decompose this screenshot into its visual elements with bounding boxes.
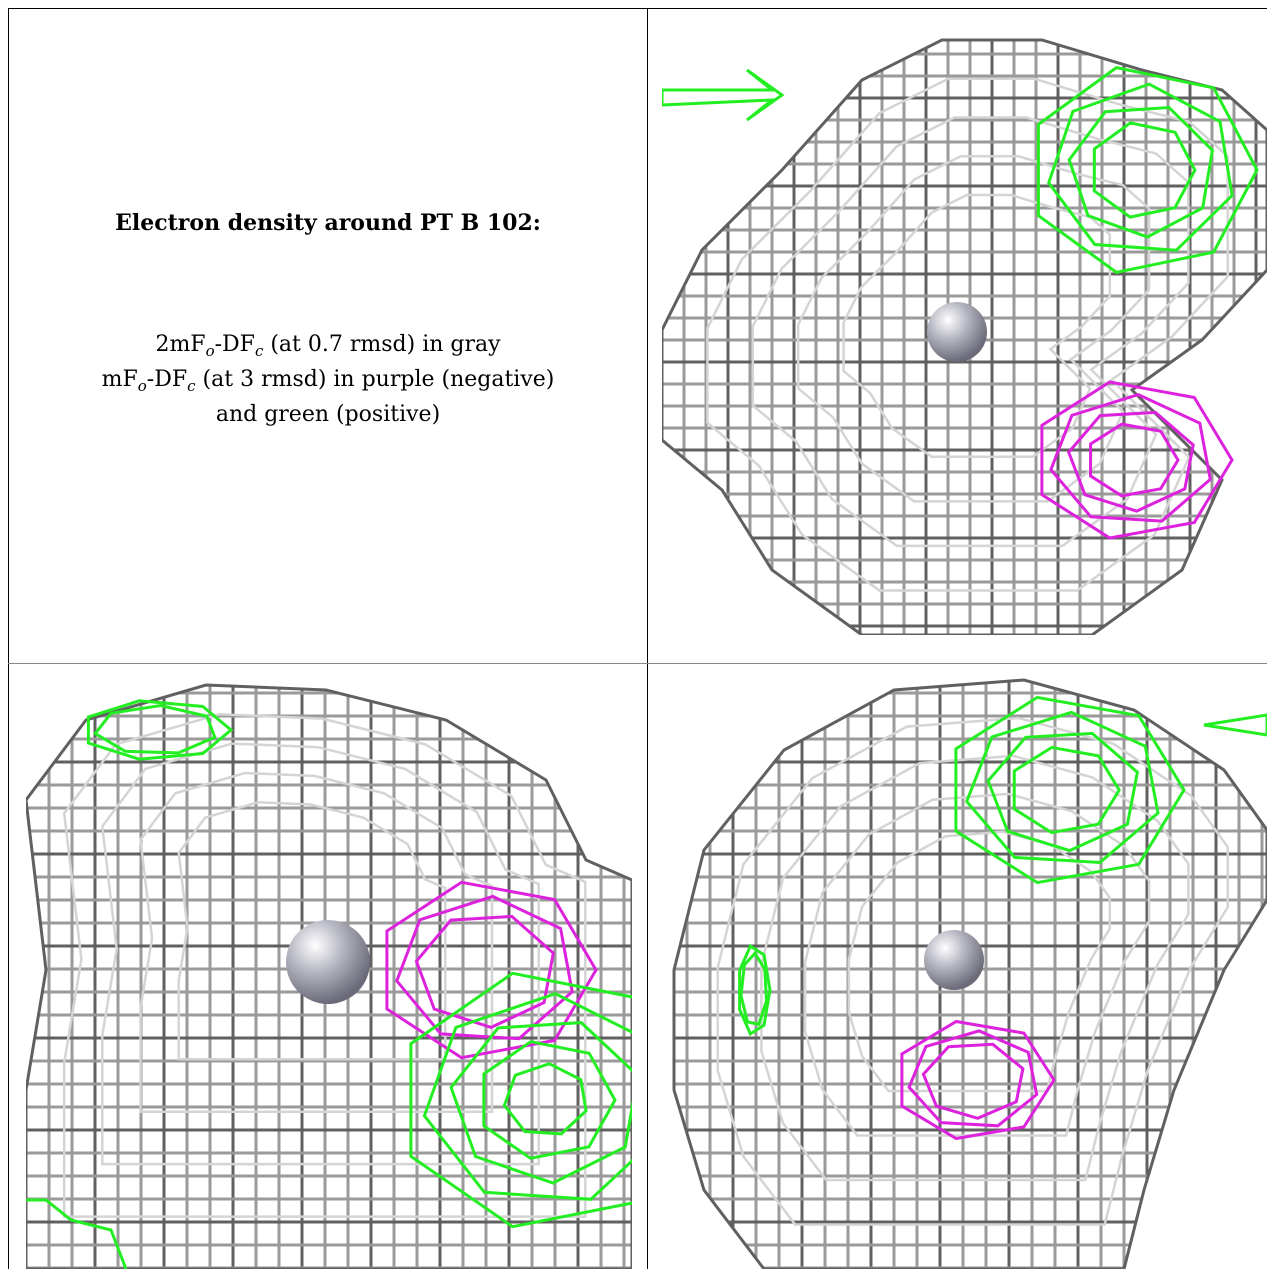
positive-density-fragment — [26, 1198, 128, 1269]
gray-contour — [177, 801, 447, 1061]
gray-contour — [101, 742, 540, 1166]
density-view-3 — [664, 670, 1267, 1269]
positive-density-cage — [986, 731, 1140, 853]
positive-density-cage — [954, 695, 1186, 885]
gray-contour — [716, 716, 1229, 1226]
positive-density-cage — [482, 1040, 617, 1160]
negative-density-cage — [921, 1042, 1025, 1120]
density-view-1 — [662, 10, 1267, 635]
negative-density-cage — [395, 894, 574, 1041]
gray-contour — [139, 771, 494, 1113]
positive-density-cage — [1047, 82, 1234, 252]
caption-cell: Electron density around PT B 102: 2mFo-D… — [10, 10, 646, 662]
gray-contour — [672, 678, 1267, 1269]
gray-contour — [662, 38, 1267, 635]
negative-density-cage — [1040, 380, 1234, 540]
caption-line-3: and green (positive) — [215, 402, 441, 427]
caption-line-2: mFo-DFc (at 3 rmsd) in purple (negative) — [101, 367, 555, 395]
gray-contour — [842, 193, 1112, 459]
positive-density-cage — [739, 950, 769, 1027]
gray-contour — [62, 713, 587, 1218]
gray-contour — [751, 116, 1190, 548]
positive-density-cage — [449, 1021, 632, 1185]
caption-body: 2mFo-DFc (at 0.7 rmsd) in gray mFo-DFc (… — [10, 328, 646, 432]
positive-density-fragment — [662, 68, 785, 122]
gray-contour — [847, 830, 1112, 1093]
positive-density-cage — [86, 699, 234, 761]
table-top-border — [8, 8, 1267, 9]
positive-density-cage — [502, 1062, 588, 1136]
pt-atom-sphere — [927, 302, 987, 362]
positive-density-cage — [964, 710, 1160, 865]
density-mesh-1 — [662, 38, 1267, 635]
gray-contour — [706, 77, 1229, 592]
negative-density-cage — [1049, 392, 1212, 523]
positive-density-cage — [422, 992, 632, 1201]
negative-density-cage — [1088, 422, 1180, 498]
gray-contour — [26, 683, 632, 1269]
positive-density-fragment — [1203, 713, 1267, 737]
table-left-border — [8, 8, 9, 1269]
gray-contour — [760, 754, 1190, 1182]
positive-density-cage — [738, 943, 772, 1037]
density-mesh-3 — [672, 678, 1267, 1269]
negative-density-cage — [1066, 410, 1195, 513]
positive-density-cage — [92, 703, 217, 755]
caption-title: Electron density around PT B 102: — [115, 210, 541, 236]
table-middle-border — [647, 8, 648, 1269]
negative-density-cage — [414, 914, 555, 1030]
pt-atom-sphere — [924, 930, 984, 990]
density-view-2 — [26, 670, 632, 1269]
negative-density-cage — [907, 1029, 1039, 1128]
negative-density-cage — [900, 1019, 1056, 1141]
table-row-divider — [8, 663, 1267, 664]
gray-contour — [803, 792, 1151, 1137]
density-mesh-2 — [26, 683, 632, 1269]
positive-density-cage — [1067, 105, 1215, 239]
positive-density-cage — [409, 971, 632, 1229]
positive-density-cage — [1092, 121, 1197, 219]
pt-atom-sphere — [286, 920, 370, 1004]
caption-line-1: 2mFo-DFc (at 0.7 rmsd) in gray — [155, 332, 501, 360]
positive-density-cage — [1012, 745, 1121, 835]
positive-density-cage — [1036, 65, 1259, 275]
gray-contour — [796, 155, 1151, 503]
